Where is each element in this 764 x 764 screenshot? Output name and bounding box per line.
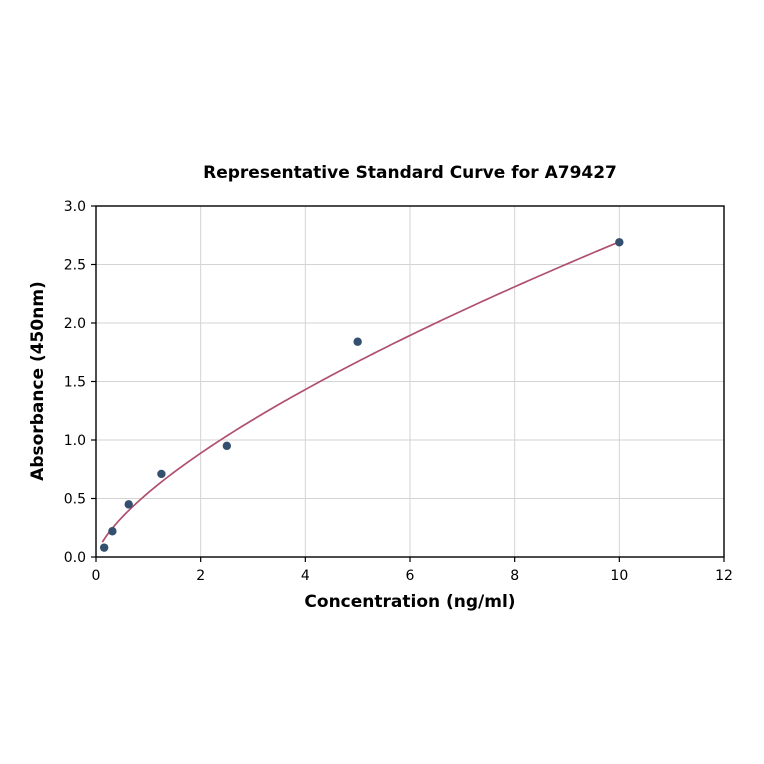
x-tick-label: 6 [406,568,415,584]
x-tick-label: 4 [301,568,310,584]
y-axis-label: Absorbance (450nm) [28,281,48,481]
data-point [222,441,232,451]
data-point [615,238,624,247]
y-tick-label: 0.0 [64,550,86,566]
y-tick-label: 2.5 [64,258,86,274]
chart-title: Representative Standard Curve for A79427 [203,163,617,183]
x-tick-label: 2 [196,568,205,584]
fit-curve [101,241,620,543]
x-tick-label: 10 [610,568,628,584]
data-point [108,527,117,536]
data-point [124,500,133,509]
data-point [99,543,109,552]
plot-border [95,205,725,558]
x-tick-label: 0 [92,568,101,584]
y-tick-label: 0.5 [64,492,86,508]
y-tick-label: 3.0 [64,199,86,215]
x-axis-label: Concentration (ng/ml) [304,592,516,612]
data-point [157,469,166,479]
y-tick-label: 1.5 [64,375,86,391]
x-tick-label: 12 [715,568,733,584]
data-point [353,337,362,346]
x-tick-label: 8 [510,568,519,584]
y-tick-label: 2.0 [64,316,86,332]
y-tick-label: 1.0 [64,433,86,449]
